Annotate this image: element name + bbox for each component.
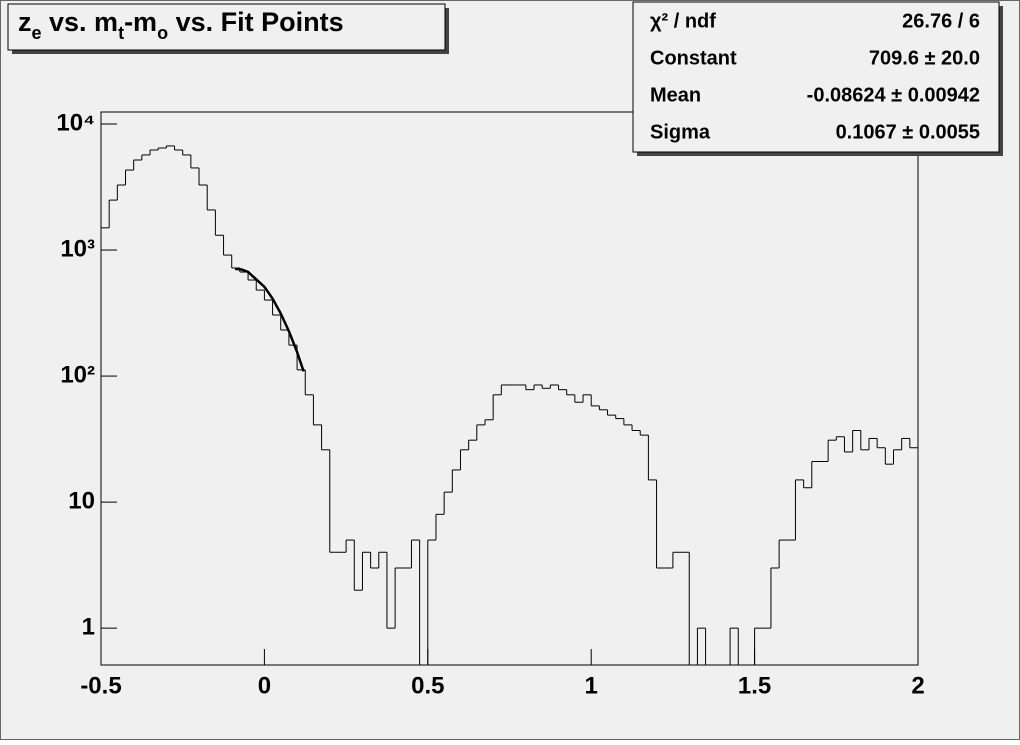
- title-part: e: [32, 23, 42, 43]
- y-tick-label: 10²: [60, 361, 95, 388]
- fit-curve: [234, 267, 305, 372]
- title-part: z: [18, 7, 32, 37]
- stats-label: Sigma: [650, 121, 711, 143]
- title-box: [7, 3, 446, 51]
- x-tick-label: 1: [585, 672, 598, 699]
- stats-box: [632, 1, 1000, 153]
- x-tick-label: 1.5: [738, 672, 771, 699]
- y-tick-label: 1: [82, 613, 95, 640]
- stats-value: 26.76 / 6: [902, 10, 980, 32]
- title-part: -m: [124, 7, 157, 37]
- x-tick-label: 0.5: [411, 672, 444, 699]
- x-tick-label: 2: [911, 672, 924, 699]
- y-tick-label: 10⁴: [56, 109, 95, 136]
- stats-value: 709.6 ± 20.0: [869, 47, 980, 69]
- stats-value: -0.08624 ± 0.00942: [807, 84, 980, 106]
- stats-value: 0.1067 ± 0.0055: [836, 121, 980, 143]
- plot-frame: [100, 111, 919, 666]
- title-part: t: [118, 23, 124, 43]
- x-tick-label: -0.5: [80, 672, 121, 699]
- title-part: o: [157, 23, 168, 43]
- y-tick-label: 10³: [60, 235, 95, 262]
- title-part: vs. Fit Points: [168, 7, 344, 37]
- x-tick-label: 0: [258, 672, 271, 699]
- stats-label: Mean: [650, 84, 701, 106]
- stats-label: Constant: [650, 47, 737, 69]
- y-tick-label: 10: [68, 487, 95, 514]
- stats-label: χ² / ndf: [650, 10, 716, 32]
- title-part: vs. m: [42, 7, 119, 37]
- chart-title: ze vs. mt-mo vs. Fit Points: [18, 7, 344, 43]
